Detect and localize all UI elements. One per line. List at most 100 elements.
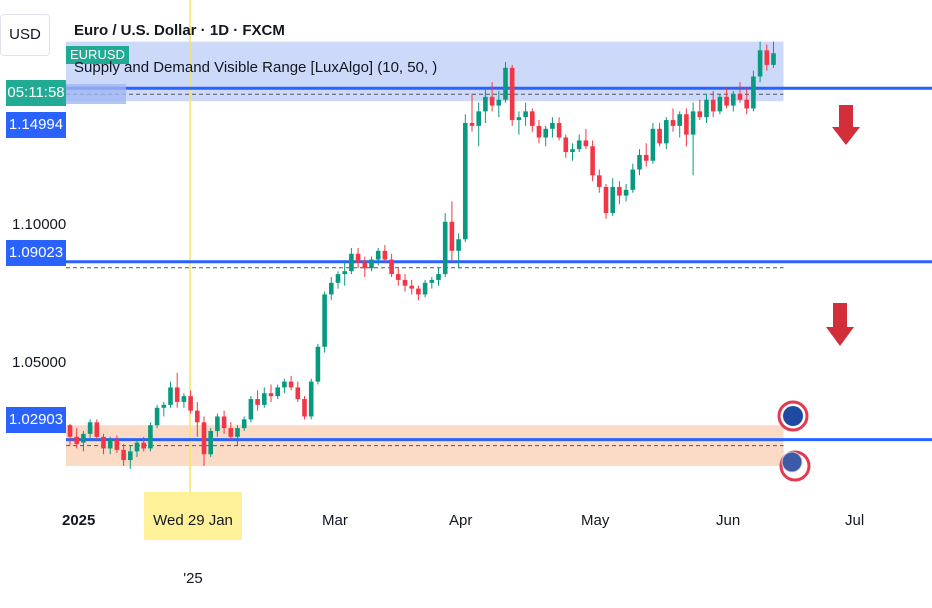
candle-body <box>556 122 562 138</box>
candle-body <box>322 294 327 347</box>
candle-body <box>268 393 274 397</box>
y-tick-label: 1.05000 <box>12 354 67 371</box>
us-flag-icon <box>781 451 803 473</box>
price-badge-1: 1.14994 <box>6 112 66 138</box>
candle-body <box>476 111 481 126</box>
candle-body <box>288 381 294 388</box>
indicator-label[interactable]: Supply and Demand Visible Range [LuxAlgo… <box>74 59 438 76</box>
candle-body <box>94 422 100 437</box>
candle-body <box>329 282 334 295</box>
candle-body <box>516 117 522 121</box>
candle-body <box>174 387 180 402</box>
candle-body <box>282 381 287 388</box>
countdown-badge: 05:11:58 <box>6 80 66 106</box>
candle-body <box>154 407 160 426</box>
candle-body <box>442 221 448 275</box>
candle-body <box>262 393 267 405</box>
candle-body <box>375 250 381 260</box>
candle-body <box>335 274 341 283</box>
candle-body <box>570 149 575 153</box>
candle-body <box>148 425 153 449</box>
candle-body <box>67 425 73 437</box>
candle-body <box>623 189 629 196</box>
candle-body <box>643 154 649 161</box>
candle-body <box>114 439 120 450</box>
candle-body <box>201 422 207 455</box>
candle-body <box>235 428 240 437</box>
candle-body <box>509 67 515 121</box>
candle-body <box>684 114 689 135</box>
candle-body <box>731 93 736 106</box>
candle-body <box>496 99 502 106</box>
candle-body <box>590 146 595 176</box>
candle-body <box>530 111 535 126</box>
supply-zone <box>66 41 784 102</box>
candle-body <box>724 96 729 106</box>
candle-body <box>737 93 743 100</box>
candle-body <box>503 67 508 100</box>
candle-body <box>208 431 213 455</box>
symbol-tag: EURUSD <box>66 46 129 64</box>
candle-body <box>134 442 140 452</box>
candle-body <box>617 186 622 196</box>
candle-body <box>422 282 428 295</box>
candle-body <box>757 50 763 77</box>
candle-body <box>221 416 227 429</box>
candle-body <box>523 111 528 118</box>
y-tick-label: 1.10000 <box>12 216 67 233</box>
candle-body <box>630 169 636 190</box>
x-tick-label: Jun <box>716 512 741 529</box>
candle-body <box>369 259 374 269</box>
candle-body <box>302 399 307 417</box>
candle-body <box>195 410 200 423</box>
down-arrow-icon <box>826 303 854 346</box>
candle-body <box>469 122 475 126</box>
candle-body <box>536 125 542 138</box>
price-badge-2: 1.09023 <box>6 240 66 266</box>
candle-body <box>215 416 220 432</box>
candle-body <box>228 428 234 437</box>
candle-body <box>597 175 602 187</box>
chart-title: Euro / U.S. Dollar · 1D · FXCM <box>74 22 285 39</box>
candle-body <box>436 274 441 280</box>
candle-body <box>342 271 347 275</box>
candle-body <box>241 419 247 429</box>
candle-body <box>576 140 582 150</box>
candle-body <box>121 449 126 461</box>
candle-body <box>402 279 408 286</box>
candle-body <box>181 396 187 402</box>
candle-body <box>664 120 669 144</box>
candle-body <box>382 250 388 260</box>
crosshair-date-label: Wed 29 Jan '25 <box>144 492 242 587</box>
candle-body <box>543 128 548 138</box>
candle-body <box>697 111 703 118</box>
candle-body <box>248 399 254 420</box>
candle-body <box>429 279 435 283</box>
candle-body <box>657 128 662 144</box>
candle-body <box>563 137 569 153</box>
x-tick-label: May <box>581 512 610 529</box>
candle-body <box>483 96 488 112</box>
price-chart[interactable] <box>0 0 932 550</box>
candle-body <box>188 396 193 411</box>
candle-body <box>295 387 301 400</box>
currency-selector[interactable]: USD <box>0 14 50 56</box>
candle-body <box>650 128 656 161</box>
candle-body <box>610 186 615 214</box>
candle-body <box>74 436 79 445</box>
down-arrow-icon <box>832 105 860 145</box>
candle-body <box>449 221 455 251</box>
candle-body <box>751 76 756 109</box>
candle-body <box>349 253 354 272</box>
candle-body <box>771 53 776 65</box>
candle-body <box>308 381 314 417</box>
candle-body <box>550 122 555 129</box>
candle-body <box>690 111 696 135</box>
candle-body <box>168 387 173 405</box>
candle-body <box>710 99 716 112</box>
candle-body <box>704 99 709 118</box>
x-tick-label: 2025 <box>62 512 96 529</box>
candle-body <box>409 285 414 289</box>
candle-body <box>603 186 609 214</box>
candle-body <box>456 239 461 251</box>
